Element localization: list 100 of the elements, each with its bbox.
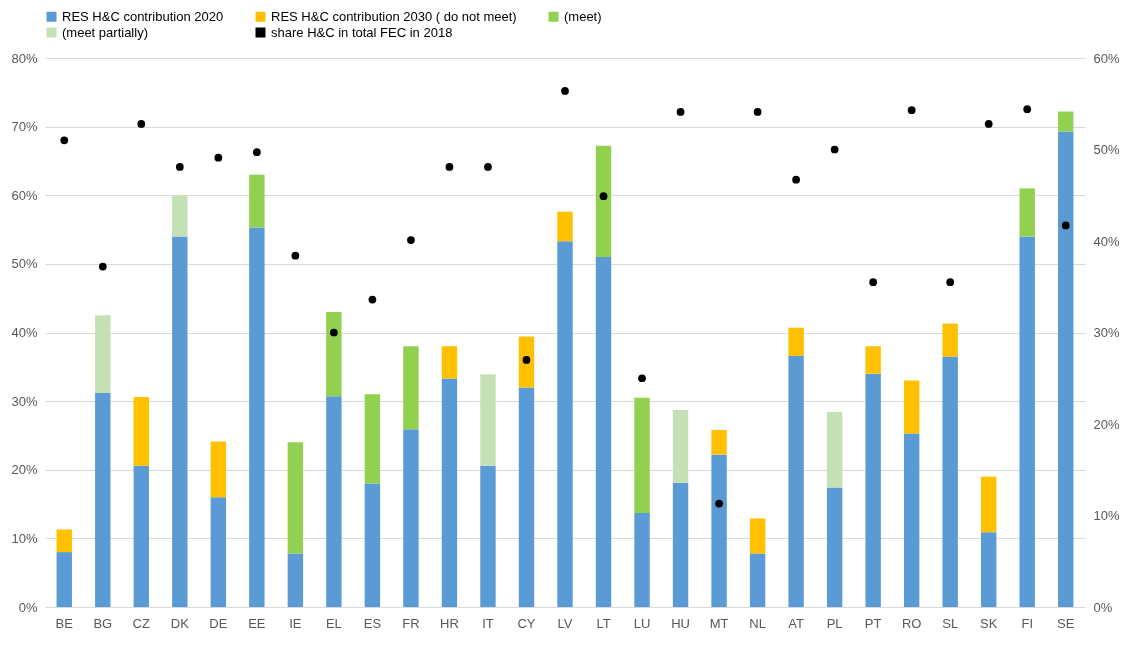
legend-label: RES H&C contribution 2020 <box>62 8 224 24</box>
point <box>368 295 377 304</box>
point <box>869 278 878 287</box>
x-tick-label: HU <box>671 615 690 631</box>
bar <box>95 315 111 393</box>
bar <box>711 454 727 607</box>
bar <box>981 476 997 533</box>
bar <box>56 529 72 553</box>
y-tick-label: 30% <box>11 393 38 409</box>
x-tick-label: EE <box>248 615 266 631</box>
x-tick-label: SE <box>1057 615 1075 631</box>
y-tick-label: 70% <box>11 119 38 135</box>
point <box>330 328 338 337</box>
bar <box>403 346 419 430</box>
bar <box>865 346 881 374</box>
y-tick-label: 60% <box>11 187 38 203</box>
bar <box>403 429 419 607</box>
bar <box>634 512 650 607</box>
point <box>638 374 646 383</box>
y-tick-label: 80% <box>11 50 38 66</box>
bar <box>441 378 458 607</box>
legend-label: RES H&C contribution 2030 ( do not meet) <box>271 8 517 24</box>
bar <box>595 257 612 607</box>
point <box>792 175 800 184</box>
x-tick-label: CZ <box>132 615 151 631</box>
bar <box>942 356 958 607</box>
y2-tick-label: 30% <box>1093 325 1120 340</box>
bar <box>865 373 881 607</box>
x-tick-label: MT <box>709 615 729 631</box>
bar <box>595 145 612 258</box>
bar <box>981 532 997 607</box>
point <box>946 278 955 287</box>
bar <box>326 396 342 607</box>
y-tick-label: 10% <box>11 530 38 546</box>
x-tick-label: AT <box>788 615 804 631</box>
bar <box>1019 236 1035 607</box>
point <box>445 163 454 171</box>
x-tick-label: LU <box>633 615 651 631</box>
point <box>137 120 146 128</box>
point <box>98 262 107 271</box>
bar <box>749 553 766 607</box>
point <box>1023 105 1032 114</box>
bar <box>480 374 496 466</box>
x-tick-label: HR <box>440 615 459 631</box>
bar <box>287 553 304 607</box>
point <box>60 136 69 145</box>
bar <box>249 227 265 607</box>
x-tick-label: BG <box>93 615 113 631</box>
bar <box>826 487 843 607</box>
bar <box>672 410 689 483</box>
x-tick-label: PT <box>864 615 882 631</box>
x-tick-label: NL <box>749 615 766 631</box>
point <box>1061 221 1070 230</box>
legend-label: share H&C in total FEC in 2018 <box>271 24 453 40</box>
x-tick-label: ES <box>363 615 382 631</box>
bar <box>903 433 920 607</box>
point <box>407 236 415 244</box>
bar <box>364 483 381 607</box>
x-tick-label: DK <box>170 615 190 631</box>
x-tick-label: LV <box>557 615 573 631</box>
bar <box>518 387 535 607</box>
x-tick-label: BE <box>55 615 74 631</box>
y2-tick-label: 60% <box>1093 50 1120 66</box>
bar <box>172 236 188 607</box>
bar <box>942 323 958 357</box>
bar <box>326 311 342 397</box>
y2-tick-label: 40% <box>1093 233 1120 249</box>
bar <box>788 355 804 607</box>
x-tick-label: FI <box>1021 615 1033 631</box>
point <box>175 163 184 171</box>
bar <box>1058 131 1074 607</box>
bar <box>172 195 188 237</box>
point <box>599 192 608 201</box>
point <box>715 499 723 508</box>
point <box>830 145 839 154</box>
point <box>522 356 531 364</box>
bar <box>557 211 573 242</box>
x-tick-label: SL <box>942 615 959 631</box>
y-tick-label: 40% <box>11 325 38 340</box>
bar <box>788 327 804 356</box>
y2-tick-label: 20% <box>1093 416 1120 432</box>
y-tick-label: 20% <box>11 462 38 478</box>
bar <box>826 412 843 488</box>
bar <box>249 174 265 228</box>
bar <box>634 397 650 513</box>
point <box>907 106 916 115</box>
y-tick-label: 0% <box>18 599 38 615</box>
bar <box>287 442 304 554</box>
point <box>484 163 492 171</box>
x-tick-label: RO <box>901 615 922 631</box>
bar <box>364 394 381 484</box>
bar <box>672 482 689 607</box>
bar <box>95 392 111 607</box>
x-tick-label: FR <box>402 615 420 631</box>
x-tick-label: CY <box>517 615 536 631</box>
bar <box>480 465 496 607</box>
bar <box>441 346 458 379</box>
y2-tick-label: 0% <box>1093 599 1113 615</box>
x-tick-label: IE <box>289 615 302 631</box>
bar <box>133 465 149 607</box>
